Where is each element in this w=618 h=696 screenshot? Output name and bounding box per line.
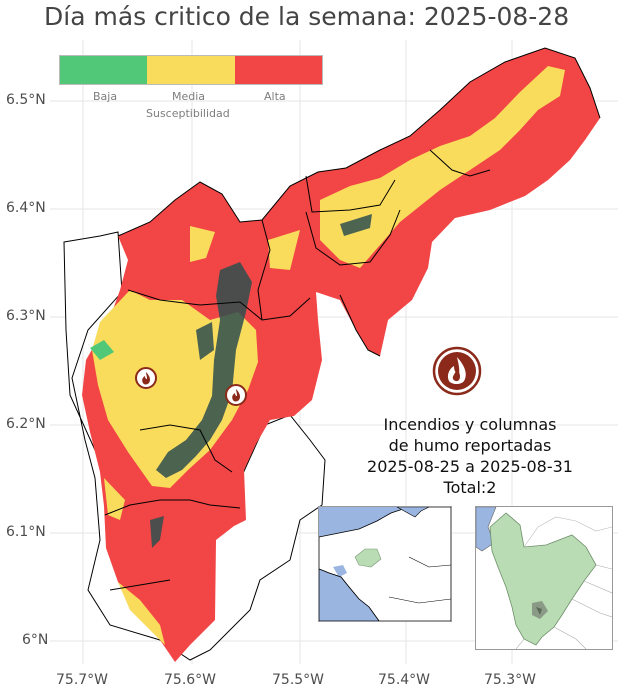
legend-label-low: Baja (93, 90, 118, 103)
low-susceptibility-area (90, 340, 114, 360)
legend-swatch-low (60, 56, 148, 84)
x-tick-label: 75.6°W (164, 672, 217, 688)
x-tick-label: 75.4°W (378, 672, 431, 688)
y-tick-label: 6.1°N (6, 524, 46, 540)
department-locator-map (476, 507, 612, 649)
summary-line: Incendios y columnas (383, 415, 557, 434)
country-locator-inset (318, 506, 452, 622)
high-susceptibility-area (82, 48, 600, 662)
summary-line: de humo reportadas (388, 436, 552, 455)
map-title: Día más critico de la semana: 2025-08-28 (44, 2, 570, 31)
legend-label-medium: Media (172, 90, 206, 103)
x-tick-label: 75.7°W (56, 672, 109, 688)
legend-swatch-high (234, 56, 322, 84)
flame-icon (232, 389, 240, 402)
summary-total: Total:2 (443, 478, 497, 497)
fire-report-summary: Incendios y columnas de humo reportadas … (340, 414, 600, 498)
fire-marker (135, 367, 157, 389)
x-tick-label: 75.3°W (484, 672, 537, 688)
medium-susceptibility-area (92, 290, 258, 488)
fire-marker (225, 384, 247, 406)
department-locator-inset (475, 506, 613, 650)
flame-icon (142, 372, 150, 385)
y-tick-label: 6.3°N (6, 308, 46, 324)
y-tick-label: 6.5°N (6, 92, 46, 108)
legend-label-high: Alta (264, 90, 286, 103)
country-locator-map (319, 507, 451, 621)
medium-susceptibility-area (104, 478, 165, 645)
legend-title: Susceptibilidad (146, 107, 230, 120)
medium-susceptibility-area (320, 66, 565, 268)
flame-circle-icon (447, 357, 466, 384)
susceptibility-legend-bar (59, 55, 323, 85)
y-tick-label: 6.4°N (6, 200, 46, 216)
urban-areas (150, 214, 372, 548)
y-tick-label: 6.2°N (6, 416, 46, 432)
legend-swatch-medium (147, 56, 235, 84)
municipal-boundaries (104, 47, 601, 591)
medium-susceptibility-area (190, 226, 300, 270)
summary-line: 2025-08-25 a 2025-08-31 (367, 457, 573, 476)
x-tick-label: 75.5°W (272, 672, 325, 688)
y-tick-label: 6°N (22, 632, 49, 648)
fire-legend-icon (432, 346, 482, 396)
